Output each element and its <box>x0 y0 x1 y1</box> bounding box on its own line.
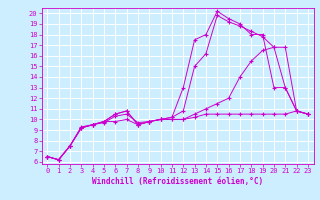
X-axis label: Windchill (Refroidissement éolien,°C): Windchill (Refroidissement éolien,°C) <box>92 177 263 186</box>
